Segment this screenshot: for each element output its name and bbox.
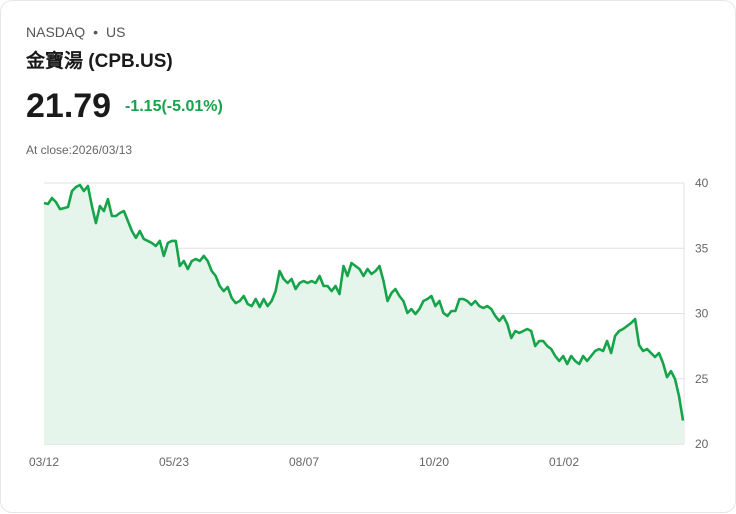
x-tick-label: 03/12 <box>29 455 59 469</box>
x-tick-label: 10/20 <box>419 455 449 469</box>
price-line <box>43 183 685 421</box>
y-tick-label: 40 <box>695 176 709 190</box>
price-area <box>44 185 683 444</box>
price-change: -1.15(-5.01%) <box>125 98 223 115</box>
y-tick-label: 20 <box>695 437 709 451</box>
x-tick-label: 08/07 <box>289 455 319 469</box>
exchange-line: NASDAQ • US <box>26 24 125 40</box>
x-tick-label: 01/02 <box>549 455 579 469</box>
market: US <box>106 24 126 40</box>
stock-name: 金寶湯 (CPB.US) <box>26 51 173 72</box>
y-tick-label: 25 <box>695 372 709 386</box>
exchange: NASDAQ <box>26 24 86 40</box>
close-time: At close:2026/03/13 <box>26 143 133 157</box>
separator: • <box>93 24 99 40</box>
price: 21.79 <box>26 87 112 125</box>
x-tick-label: 05/23 <box>159 455 189 469</box>
y-tick-label: 30 <box>695 307 709 321</box>
y-tick-label: 35 <box>695 241 709 255</box>
